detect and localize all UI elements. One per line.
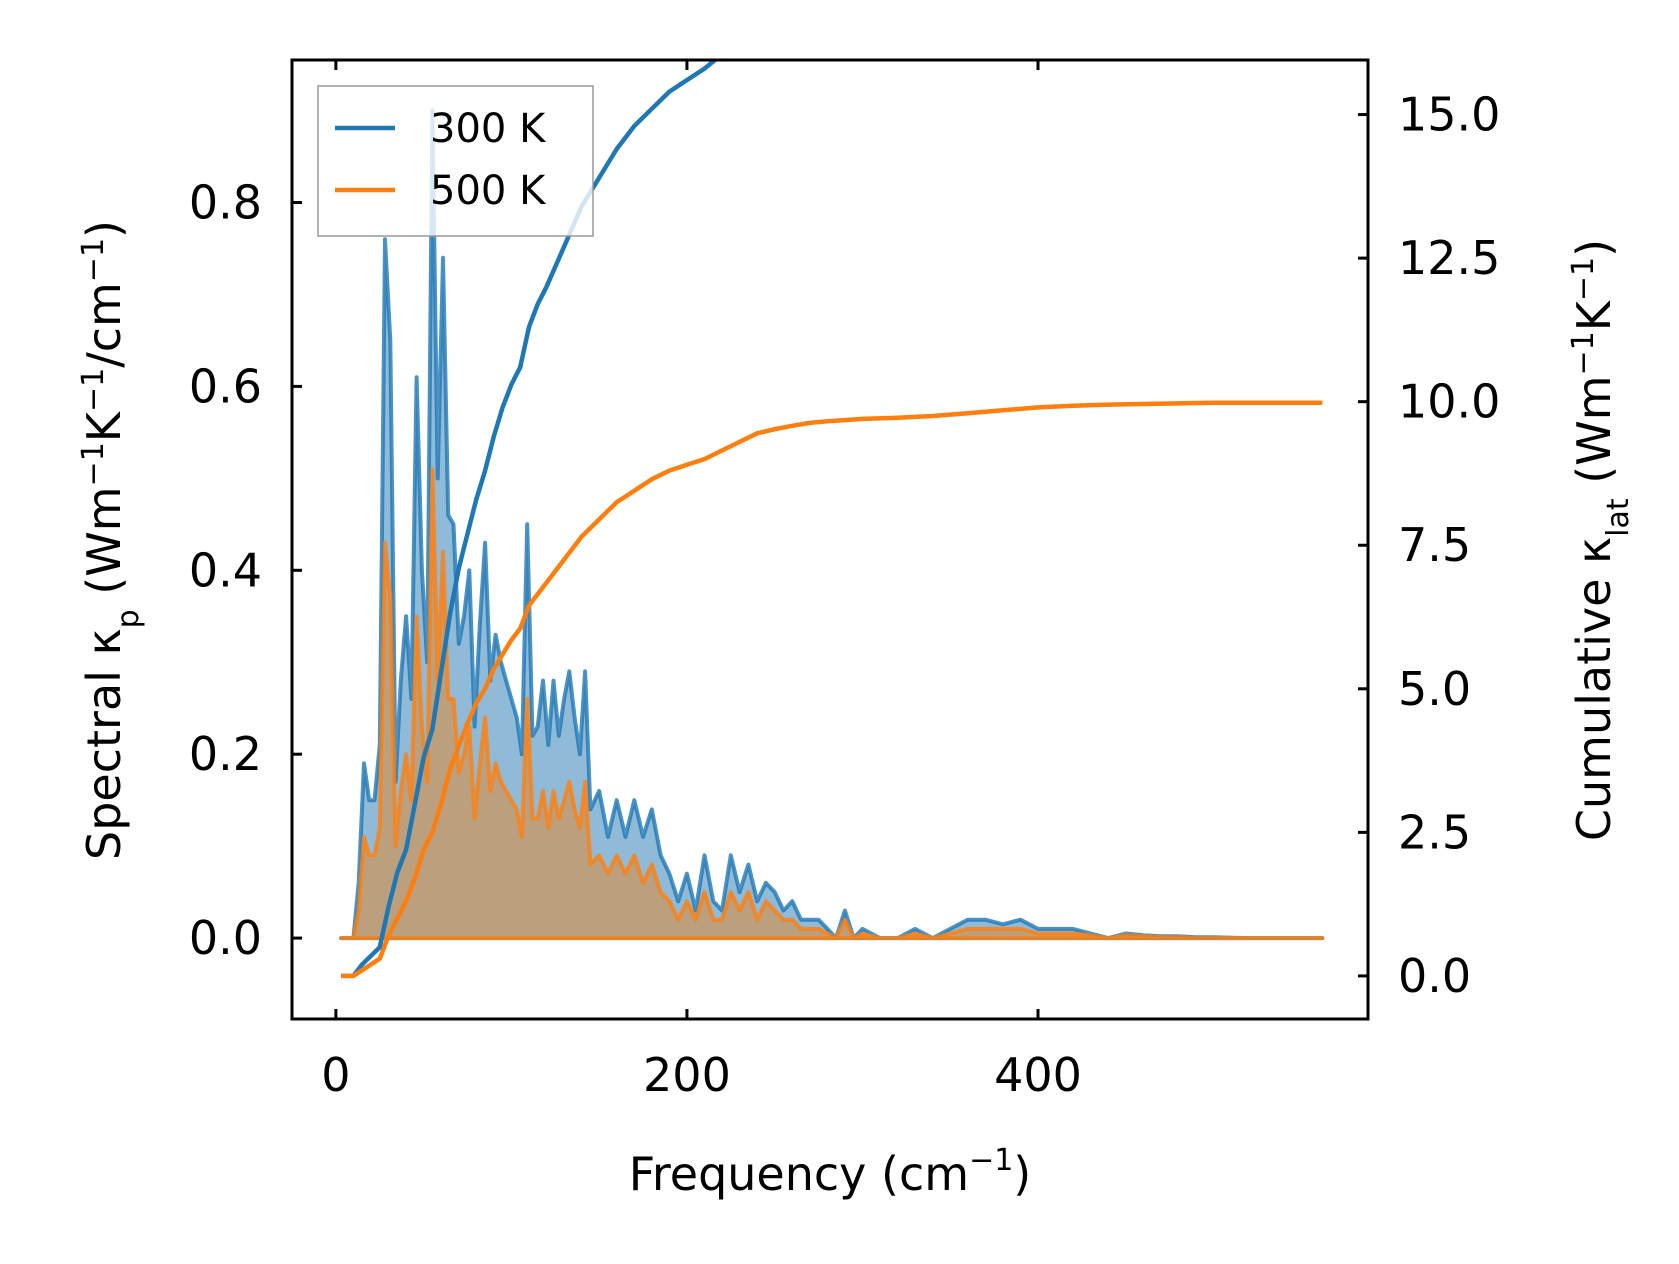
x-axis-label-sup: −1 [969, 1143, 1013, 1178]
y-right-tick-label: 10.0 [1398, 375, 1500, 429]
x-axis-label: Frequency (cm−1) [629, 1143, 1032, 1201]
axis-label-text: (Wm [77, 486, 131, 609]
axis-label-text: K [1567, 299, 1621, 331]
y-left-tick-label: 0.4 [189, 543, 262, 597]
y-axis-left-label: Spectral κp (Wm−1K−1/cm−1) [76, 220, 146, 860]
axis-label-superscript: −1 [76, 238, 111, 282]
y-right-tick-label: 0.0 [1398, 949, 1471, 1003]
y-right-tick-label: 5.0 [1398, 662, 1471, 716]
axis-label-subscript: p [111, 609, 146, 628]
x-tick-label: 0 [321, 1048, 350, 1102]
axis-label-superscript: −1 [1566, 257, 1601, 301]
axis-label-text: Spectral κ [77, 628, 131, 860]
cumulative-line-300-k [341, 60, 719, 979]
legend: 300 K 500 K [317, 85, 594, 237]
x-axis-label-end: ) [1013, 1147, 1031, 1201]
plot-frame [290, 58, 1370, 1021]
y-left-tick-label: 0.2 [189, 727, 262, 781]
x-tick-label: 400 [994, 1048, 1082, 1102]
axis-label-subscript: lat [1601, 498, 1636, 537]
legend-label-500-k: 500 K [430, 168, 547, 214]
axis-label-text: ) [77, 220, 131, 238]
x-tick-label: 200 [643, 1048, 731, 1102]
y-left-tick-label: 0.0 [189, 911, 262, 965]
x-axis-label-main: Frequency (cm [629, 1147, 969, 1201]
axis-label-text: K [77, 410, 131, 442]
axis-ticks: 0 200 400 0.0 0.2 0.4 0.6 0.8 0.0 2.5 5.0 7.5 10.0 12… [189, 60, 1500, 1102]
axis-label-text: ) [1567, 239, 1621, 257]
axis-label-text: (Wm [1567, 375, 1621, 498]
y-left-tick-label: 0.6 [189, 359, 262, 413]
y-right-tick-label: 2.5 [1398, 805, 1471, 859]
y-axis-right-label: Cumulative κlat (Wm−1K−1) [1566, 239, 1636, 841]
axis-label-superscript: −1 [76, 442, 111, 486]
axis-label-text: Cumulative κ [1567, 537, 1621, 841]
y-right-tick-label: 15.0 [1398, 88, 1500, 142]
y-left-tick-label: 0.8 [189, 176, 262, 230]
y-right-tick-label: 12.5 [1398, 231, 1500, 285]
axis-label-superscript: −1 [1566, 331, 1601, 375]
axis-label-superscript: −1 [76, 368, 111, 412]
legend-label-300-k: 300 K [430, 106, 547, 152]
spectral-area-500-k [339, 467, 1325, 941]
y-right-tick-label: 7.5 [1398, 518, 1471, 572]
cumulative-line-500-k [341, 400, 1323, 979]
legend-box [317, 85, 594, 237]
cumulative-lines [341, 60, 1323, 979]
axis-label-text: /cm [77, 282, 131, 368]
